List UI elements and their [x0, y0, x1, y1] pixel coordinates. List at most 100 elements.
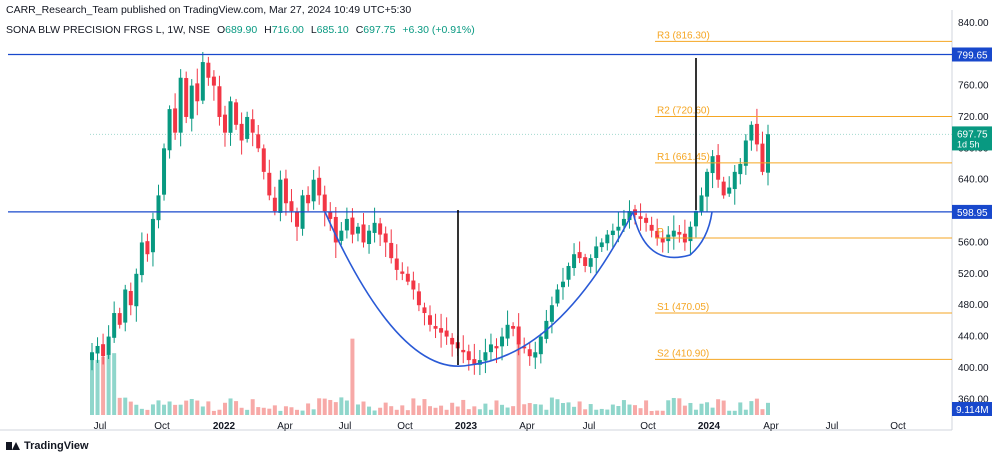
- candle-body: [522, 346, 527, 349]
- volume-bar: [405, 410, 410, 415]
- candle-body: [516, 326, 521, 345]
- candle-body: [95, 345, 100, 354]
- volume-bar: [716, 399, 721, 415]
- volume-bar: [511, 406, 516, 415]
- volume-bar: [760, 409, 765, 415]
- volume-bar: [754, 398, 759, 415]
- candle-body: [389, 242, 394, 259]
- volume-bar: [649, 410, 654, 415]
- candle-body: [278, 179, 283, 213]
- volume-bar: [588, 404, 593, 415]
- time-tick-label: Jul: [94, 421, 107, 432]
- volume-bar: [222, 402, 227, 415]
- volume-bar: [727, 410, 732, 415]
- volume-bar: [211, 410, 216, 415]
- candle-body: [400, 271, 405, 274]
- candle-body: [616, 226, 621, 231]
- volume-bar: [250, 399, 255, 415]
- candle-body: [311, 179, 316, 202]
- candle-body: [339, 230, 344, 241]
- low-label: L: [310, 24, 317, 36]
- candle-body: [693, 211, 698, 227]
- candle-body: [594, 246, 599, 258]
- volume-bar: [605, 409, 610, 415]
- candle-body: [660, 238, 665, 243]
- candle-body: [439, 328, 444, 333]
- time-tick-label: Apr: [763, 421, 779, 432]
- volume-bar: [128, 401, 133, 415]
- low-value: 685.10: [316, 24, 349, 36]
- volume-bar: [655, 410, 660, 415]
- volume-bar: [200, 406, 205, 415]
- candle-body: [716, 155, 721, 180]
- volume-bar: [195, 400, 200, 415]
- candle-body: [134, 273, 139, 307]
- volume-bar: [167, 401, 172, 415]
- volume-bar: [123, 397, 128, 415]
- candle-body: [90, 352, 94, 361]
- candle-body: [727, 187, 732, 194]
- candle-body: [245, 116, 250, 139]
- candle-body: [145, 241, 150, 255]
- candle-body: [644, 217, 649, 223]
- volume-bar: [428, 406, 432, 415]
- volume-bar: [450, 402, 455, 415]
- candle-body: [749, 124, 754, 141]
- volume-bar: [599, 408, 604, 415]
- volume-bar: [378, 407, 383, 415]
- price-tick-label: 440.00: [958, 332, 989, 343]
- time-tick-label: Apr: [519, 421, 535, 432]
- volume-bar: [749, 401, 754, 415]
- pivot-label: P: [657, 227, 664, 238]
- candle-body: [150, 218, 155, 253]
- price-tick-label: 480.00: [958, 300, 989, 311]
- level-price-tag: [952, 47, 992, 62]
- volume-bar: [400, 405, 405, 415]
- volume-bar: [317, 398, 322, 415]
- candle-body: [705, 171, 710, 197]
- candle-body: [217, 86, 222, 117]
- volume-bar: [461, 399, 466, 415]
- candle-body: [261, 148, 266, 172]
- candle-body: [477, 360, 482, 365]
- candle-body: [599, 242, 604, 248]
- volume-bar: [289, 407, 294, 415]
- candle-body: [732, 171, 737, 190]
- volume-bar: [627, 404, 632, 415]
- volume-bar: [505, 407, 510, 415]
- volume-bar: [688, 402, 693, 415]
- candle-body: [234, 102, 239, 125]
- candle-body: [333, 216, 338, 243]
- tradingview-logo-icon: [6, 441, 20, 451]
- pivot-label: R2 (720.60): [657, 105, 710, 116]
- volume-bar: [699, 403, 704, 415]
- volume-bar: [555, 399, 560, 415]
- time-tick-label: Apr: [277, 421, 293, 432]
- candle-body: [139, 242, 144, 276]
- volume-bar: [267, 408, 272, 415]
- candle-body: [250, 119, 255, 133]
- candle-body: [610, 230, 615, 236]
- volume-bar: [184, 400, 189, 415]
- volume-bar: [533, 404, 538, 415]
- candle-body: [178, 77, 183, 133]
- time-tick-label: Oct: [640, 421, 656, 432]
- time-tick-label: Oct: [890, 421, 906, 432]
- volume-bar: [572, 406, 577, 415]
- volume-bar: [500, 404, 505, 415]
- volume-bar: [300, 410, 305, 415]
- symbol-name: SONA BLW PRECISION FRGS L, 1W, NSE: [6, 24, 211, 36]
- candle-body: [383, 233, 388, 243]
- volume-bar: [693, 409, 698, 415]
- volume-bar: [660, 410, 665, 415]
- candle-body: [322, 194, 327, 212]
- candle-body: [566, 265, 571, 280]
- candle-body: [272, 197, 277, 212]
- candle-body: [433, 326, 438, 329]
- candle-body: [156, 195, 161, 221]
- candle-body: [167, 109, 172, 151]
- volume-bar: [239, 407, 244, 415]
- volume-bar: [95, 359, 100, 415]
- candle-body: [361, 224, 366, 243]
